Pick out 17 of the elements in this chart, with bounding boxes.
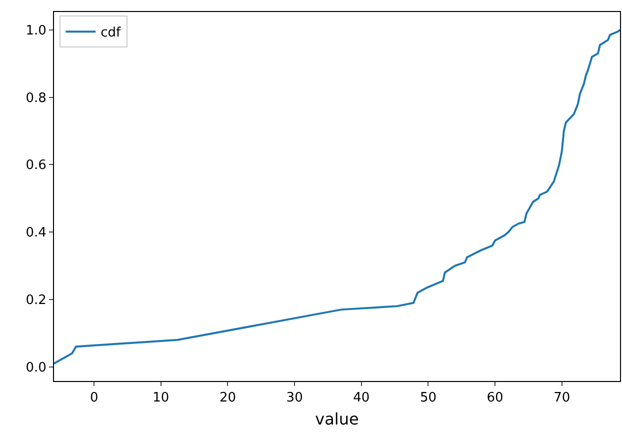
y-tick-label: 0.8	[26, 90, 46, 106]
line-series	[54, 28, 620, 364]
y-tick-label: 0.4	[26, 226, 46, 241]
x-tick-label: 70	[554, 390, 570, 406]
x-tick-label: 60	[486, 390, 504, 406]
x-tick-label: 20	[219, 390, 236, 406]
legend-label: cdf	[100, 26, 122, 41]
x-tick-label: 50	[420, 390, 436, 406]
y-tick-label: 0.6	[26, 158, 46, 174]
x-axis-title: value	[315, 409, 359, 428]
y-tick-label: 1.0	[26, 23, 46, 38]
x-tick-label: 40	[353, 390, 370, 406]
y-tick-label: 0.0	[26, 360, 46, 376]
x-tick-label: 10	[152, 390, 170, 406]
x-tick-label: 0	[90, 390, 98, 406]
y-tick-label: 0.2	[26, 293, 46, 308]
x-tick-label: 30	[286, 390, 303, 406]
